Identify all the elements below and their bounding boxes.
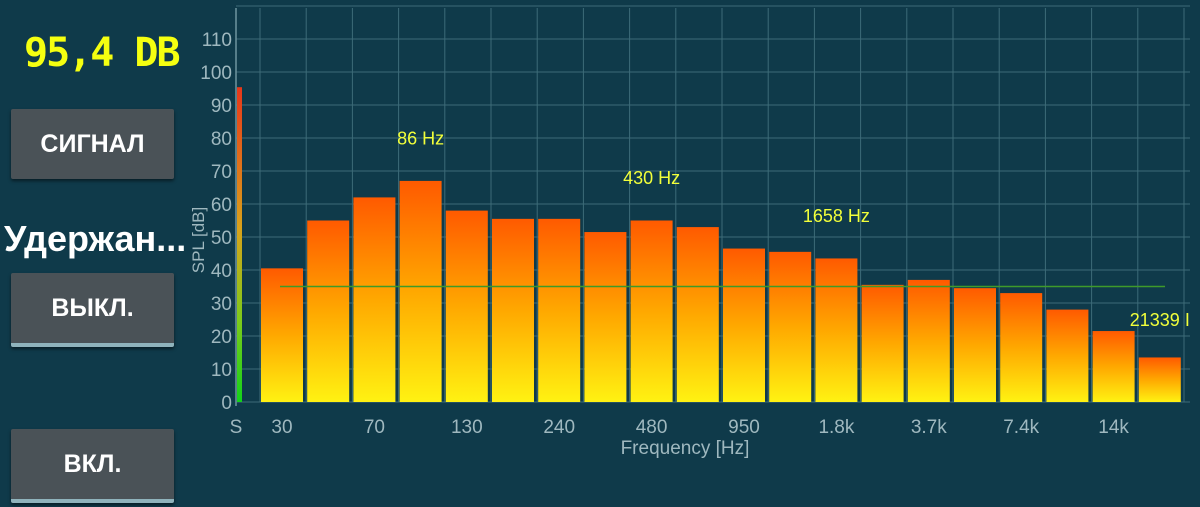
hold-off-button[interactable]: ВЫКЛ. — [11, 273, 174, 347]
y-tick-label: 50 — [211, 228, 232, 249]
spectrum-bar — [584, 232, 627, 402]
sound-level-readout: 95,4 DB — [24, 30, 181, 76]
spectrum-bar — [676, 227, 719, 402]
x-tick-label: 70 — [364, 417, 385, 438]
x-tick-label: 130 — [451, 417, 483, 438]
spectrum-bar — [1138, 357, 1181, 402]
spectrum-bar — [861, 284, 904, 402]
x-tick-label: 7.4k — [1003, 417, 1039, 438]
spectrum-bar — [538, 218, 581, 402]
spectrum-bar — [815, 258, 858, 402]
peak-frequency-label: 1658 Hz — [803, 206, 870, 226]
spectrum-bar — [307, 220, 350, 402]
y-tick-label: 30 — [211, 294, 232, 315]
s-meter-bar — [237, 87, 242, 403]
spectrum-bar — [261, 268, 303, 402]
y-tick-label: 90 — [211, 96, 232, 117]
spectrum-bar — [492, 218, 534, 402]
peak-frequency-label: 21339 I — [1130, 310, 1190, 330]
spectrum-bar — [1092, 331, 1135, 402]
y-tick-label: 20 — [211, 327, 232, 348]
y-tick-label: 110 — [202, 30, 232, 51]
s-meter-label: S — [230, 417, 243, 438]
y-tick-label: 60 — [211, 195, 232, 216]
hold-label: Удержан... — [4, 218, 187, 259]
y-tick-label: 0 — [221, 393, 232, 414]
y-tick-label: 10 — [211, 360, 232, 381]
signal-button[interactable]: СИГНАЛ — [11, 109, 174, 179]
spectrum-bar — [399, 180, 442, 402]
spectrum-bar — [769, 251, 812, 402]
x-tick-label: 1.8k — [818, 417, 854, 438]
peak-frequency-label: 430 Hz — [623, 168, 680, 188]
spectrum-bar — [353, 197, 396, 402]
spectrum-bar — [723, 248, 765, 402]
spectrum-bar — [954, 288, 996, 402]
y-tick-label: 80 — [211, 129, 232, 150]
spectrum-bar — [445, 210, 488, 402]
x-tick-label: 240 — [543, 417, 575, 438]
hold-on-button[interactable]: ВКЛ. — [11, 429, 174, 503]
y-tick-label: 100 — [200, 63, 232, 84]
x-tick-label: 950 — [728, 417, 760, 438]
y-tick-label: 70 — [211, 162, 232, 183]
spectrum-bar — [907, 279, 950, 402]
x-tick-label: 480 — [636, 417, 668, 438]
spectrum-bar — [1046, 309, 1089, 402]
y-tick-label: 40 — [211, 261, 232, 282]
x-tick-label: 30 — [271, 417, 292, 438]
x-tick-label: 3.7k — [911, 417, 947, 438]
y-axis-label: SPL [dB] — [189, 207, 208, 273]
spectrum-bar — [630, 220, 673, 402]
spectrum-bar — [1000, 293, 1043, 402]
x-axis-label: Frequency [Hz] — [621, 438, 750, 459]
peak-frequency-label: 86 Hz — [397, 129, 444, 149]
x-tick-label: 14k — [1098, 417, 1129, 438]
